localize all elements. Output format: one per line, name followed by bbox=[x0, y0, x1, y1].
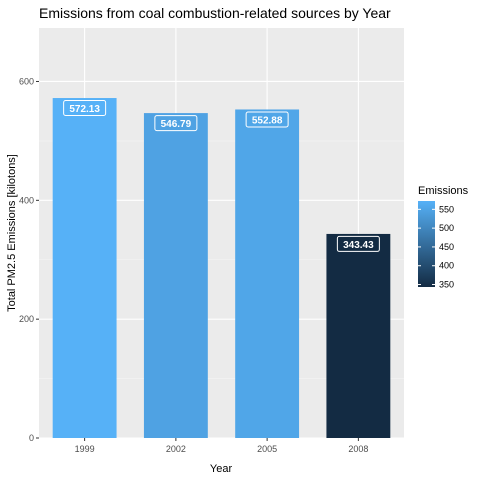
data-label-box-2008 bbox=[336, 235, 380, 252]
x-tick-label-2002: 2002 bbox=[166, 444, 186, 454]
bar-1999 bbox=[52, 98, 117, 438]
x-axis-title: Year bbox=[210, 463, 233, 475]
data-labels: 572.13 546.79 552.88 343.43 bbox=[63, 100, 380, 252]
bars bbox=[52, 98, 391, 438]
x-tick-label-2008: 2008 bbox=[348, 444, 368, 454]
y-tick-label: 0 bbox=[29, 433, 34, 443]
legend-title: Emissions bbox=[418, 185, 469, 197]
legend-tick-label: 550 bbox=[439, 204, 454, 214]
legend-tick-label: 450 bbox=[439, 242, 454, 252]
x-tick-label-2005: 2005 bbox=[257, 444, 277, 454]
y-axis-title: Total PM2.5 Emissions [kilotons] bbox=[6, 154, 18, 312]
legend-ticks: 350 400 450 500 550 bbox=[418, 204, 454, 290]
legend-tick-label: 350 bbox=[439, 280, 454, 290]
data-label-2002: 546.79 bbox=[161, 119, 192, 130]
data-label-box-1999 bbox=[63, 100, 107, 117]
y-tick-label: 600 bbox=[19, 76, 34, 86]
legend: Emissions 350 400 450 500 550 bbox=[418, 185, 469, 290]
bar-2008 bbox=[326, 233, 391, 438]
legend-tick-label: 400 bbox=[439, 261, 454, 271]
chart-title: Emissions from coal combustion-related s… bbox=[39, 5, 391, 21]
data-label-box-2005 bbox=[245, 111, 289, 128]
x-tick-label-1999: 1999 bbox=[75, 444, 95, 454]
y-tick-label: 200 bbox=[19, 314, 34, 324]
bar-2005 bbox=[235, 109, 300, 438]
legend-tick-label: 500 bbox=[439, 223, 454, 233]
x-axis: 1999 2002 2005 2008 bbox=[75, 438, 368, 454]
data-label-box-2002 bbox=[154, 115, 198, 132]
y-axis: 0 200 400 600 bbox=[19, 76, 39, 443]
data-label-1999: 572.13 bbox=[69, 104, 100, 115]
y-tick-label: 400 bbox=[19, 195, 34, 205]
data-label-2005: 552.88 bbox=[252, 115, 283, 126]
legend-colorbar bbox=[418, 201, 435, 287]
data-label-2008: 343.43 bbox=[343, 240, 374, 251]
bar-2002 bbox=[143, 113, 208, 438]
